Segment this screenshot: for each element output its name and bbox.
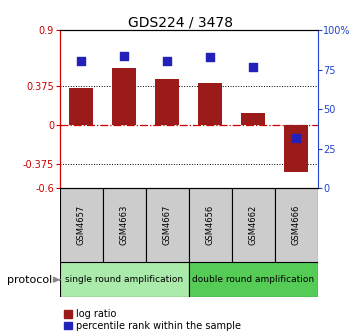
Text: GSM4662: GSM4662 bbox=[249, 205, 258, 245]
Text: GSM4667: GSM4667 bbox=[162, 205, 171, 245]
Bar bbox=[112, 68, 136, 125]
Text: GDS224 / 3478: GDS224 / 3478 bbox=[128, 15, 233, 29]
Bar bbox=[155, 79, 179, 125]
Bar bbox=[188, 262, 318, 297]
Bar bbox=[188, 188, 232, 262]
Text: GSM4666: GSM4666 bbox=[292, 205, 301, 245]
Bar bbox=[284, 125, 308, 172]
Bar bbox=[198, 83, 222, 125]
Legend: log ratio, percentile rank within the sample: log ratio, percentile rank within the sa… bbox=[64, 309, 241, 331]
Bar bbox=[275, 188, 318, 262]
Bar bbox=[60, 262, 188, 297]
Text: protocol: protocol bbox=[7, 275, 52, 285]
Bar bbox=[69, 88, 93, 125]
Point bbox=[121, 54, 127, 59]
Bar bbox=[145, 188, 188, 262]
Bar bbox=[60, 188, 103, 262]
Point bbox=[250, 65, 256, 70]
Point bbox=[164, 58, 170, 64]
Text: double round amplification: double round amplification bbox=[192, 275, 314, 284]
Point bbox=[207, 54, 213, 60]
Bar bbox=[103, 188, 145, 262]
Text: GSM4657: GSM4657 bbox=[77, 205, 86, 245]
Point bbox=[293, 135, 299, 140]
Point bbox=[78, 58, 84, 64]
Text: single round amplification: single round amplification bbox=[65, 275, 183, 284]
Text: GSM4656: GSM4656 bbox=[206, 205, 215, 245]
Text: GSM4663: GSM4663 bbox=[119, 205, 129, 245]
Bar bbox=[241, 113, 265, 125]
Bar bbox=[232, 188, 275, 262]
